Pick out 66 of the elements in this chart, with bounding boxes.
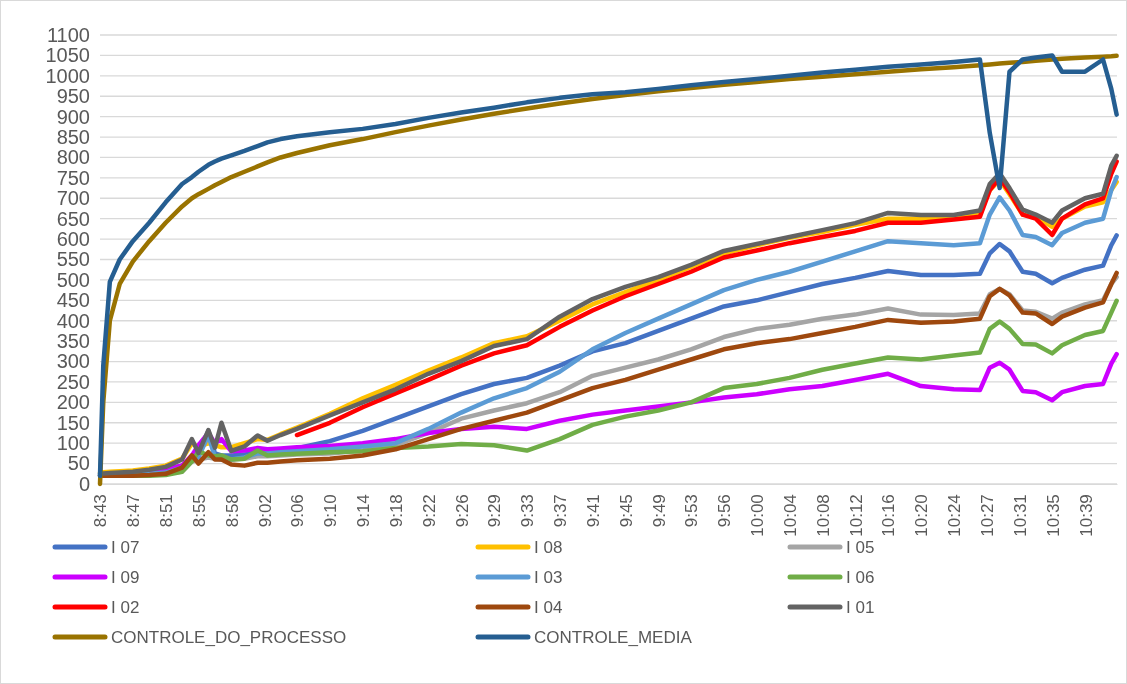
x-tick-label: 9:37	[551, 494, 571, 528]
y-tick-label: 100	[56, 432, 90, 455]
x-tick-label: 9:02	[255, 494, 275, 528]
y-tick-label: 750	[56, 166, 90, 189]
x-tick-label: 10:31	[1010, 494, 1030, 537]
y-tick-label: 150	[56, 411, 90, 434]
y-tick-label: 550	[56, 248, 90, 271]
y-tick-label: 200	[56, 391, 90, 414]
y-tick-label: 950	[56, 85, 90, 108]
y-tick-label: 500	[56, 268, 90, 291]
legend-label: CONTROLE_MEDIA	[534, 627, 693, 647]
line-series	[294, 159, 1119, 438]
x-tick-label: 9:56	[715, 494, 735, 528]
x-tick-label: 10:27	[978, 494, 998, 537]
y-tick-label: 300	[56, 350, 90, 373]
y-tick-label: 1100	[46, 23, 90, 46]
x-tick-label: 9:26	[452, 494, 472, 528]
x-tick-label: 10:20	[912, 494, 932, 537]
y-tick-label: 1050	[45, 44, 90, 67]
y-tick-label: 400	[56, 309, 90, 332]
y-tick-label: 0	[78, 472, 90, 495]
x-tick-label: 9:45	[616, 494, 636, 528]
legend-label: I 04	[534, 597, 563, 617]
y-tick-label: 350	[56, 330, 90, 353]
x-tick-label: 9:53	[682, 494, 702, 528]
legend-label: I 05	[846, 537, 875, 557]
x-tick-label: 9:10	[321, 494, 341, 528]
legend-label: I 03	[534, 567, 563, 587]
y-tick-label: 250	[56, 370, 90, 393]
x-tick-label: 8:43	[91, 494, 111, 528]
x-tick-label: 9:22	[419, 494, 439, 528]
y-tick-label: 700	[56, 187, 90, 210]
x-tick-label: 10:08	[813, 494, 833, 537]
x-tick-label: 9:29	[485, 494, 505, 528]
x-tick-label: 9:49	[649, 494, 669, 528]
y-tick-label: 900	[56, 105, 90, 128]
y-tick-label: 800	[56, 146, 90, 169]
y-tick-label: 650	[56, 207, 90, 230]
x-tick-label: 10:12	[846, 494, 866, 537]
legend-label: I 02	[111, 597, 140, 617]
x-tick-label: 10:39	[1076, 494, 1096, 537]
y-tick-label: 1000	[45, 64, 90, 87]
y-tick-label: 850	[56, 125, 90, 148]
x-tick-label: 10:16	[879, 494, 899, 537]
y-tick-label: 600	[56, 227, 90, 250]
y-tick-label: 450	[56, 289, 90, 312]
y-tick-label: 50	[67, 452, 90, 475]
x-tick-label: 8:55	[189, 494, 209, 528]
x-tick-label: 9:41	[583, 494, 603, 528]
legend-label: I 01	[846, 597, 875, 617]
legend-label: I 09	[111, 567, 140, 587]
x-tick-label: 8:47	[124, 494, 144, 528]
x-tick-label: 10:04	[780, 494, 800, 537]
x-tick-label: 9:18	[386, 494, 406, 528]
legend-label: I 06	[846, 567, 875, 587]
x-tick-label: 9:06	[288, 494, 308, 528]
legend-label: I 07	[111, 537, 140, 557]
x-tick-label: 8:51	[157, 494, 177, 528]
x-tick-label: 10:24	[945, 494, 965, 537]
legend-label: CONTROLE_DO_PROCESSO	[111, 627, 347, 647]
legend-label: I 08	[534, 537, 563, 557]
x-tick-label: 10:00	[748, 494, 768, 537]
x-tick-label: 10:35	[1043, 494, 1063, 537]
x-tick-label: 8:58	[222, 494, 242, 528]
x-tick-label: 9:33	[518, 494, 538, 528]
x-tick-label: 9:14	[354, 494, 374, 528]
